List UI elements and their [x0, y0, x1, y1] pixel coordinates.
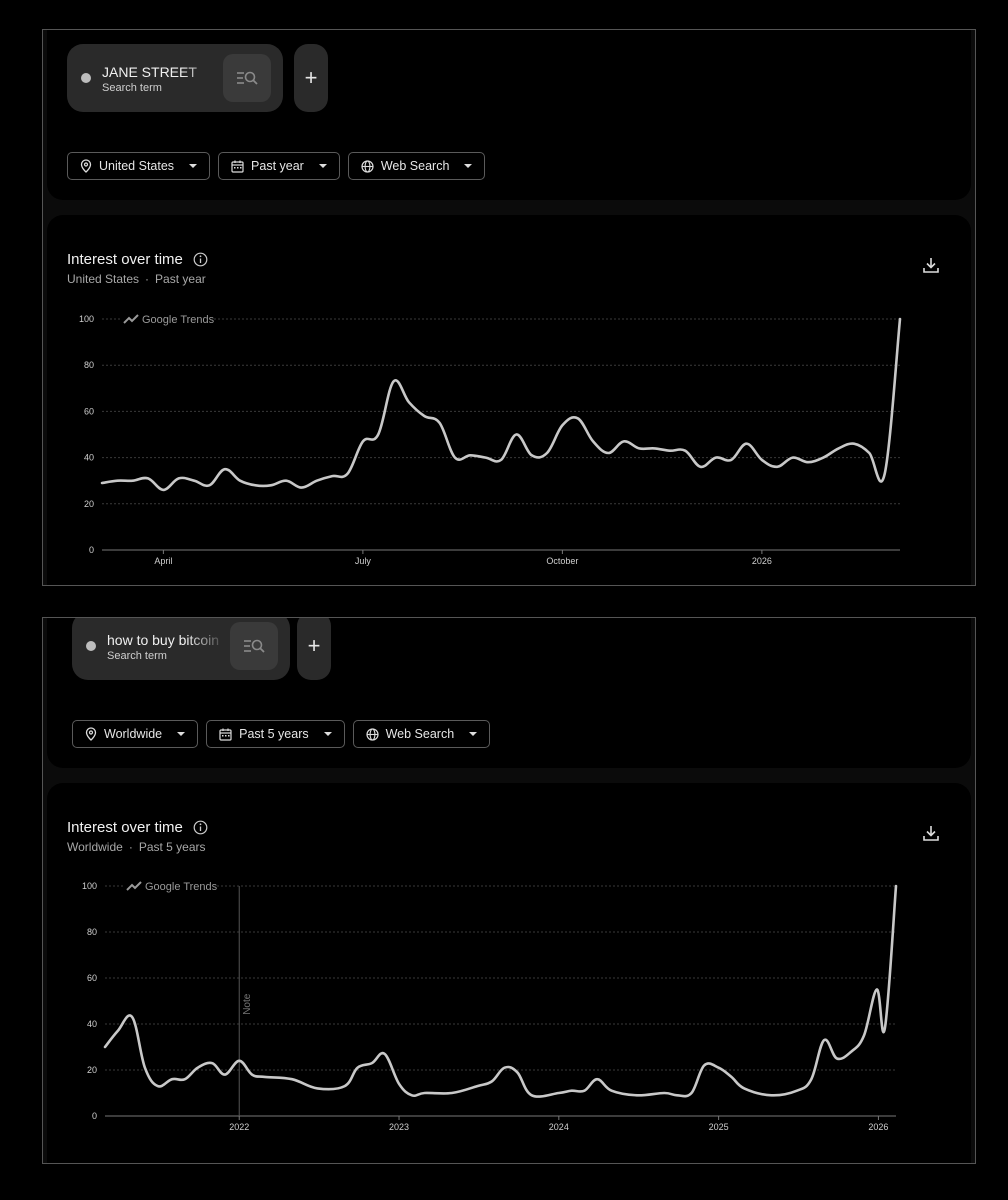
- download-icon[interactable]: [921, 255, 941, 275]
- search-term-chip[interactable]: how to buy bitcoin Search term: [72, 618, 290, 680]
- search-term-caption: Search term: [107, 650, 167, 662]
- x-tick-label: 2026: [868, 1122, 888, 1132]
- property-filter-label: Web Search: [385, 727, 455, 741]
- interest-over-time-card: Interest over time Worldwide · Past 5 year…: [47, 783, 971, 1163]
- x-tick-label: 2023: [389, 1122, 409, 1132]
- chart-subtitle-period: Past year: [155, 272, 206, 286]
- location-filter[interactable]: United States: [67, 152, 211, 180]
- chevron-down-icon: [323, 732, 332, 736]
- add-term-button[interactable]: +: [294, 44, 328, 112]
- filter-row: Worldwide Past 5 years: [72, 720, 491, 748]
- chart-title-text: Interest over time: [67, 251, 183, 268]
- term-search-icon[interactable]: [223, 54, 271, 102]
- location-pin-icon: [85, 727, 97, 741]
- filter-row: United States Past year: [67, 152, 486, 180]
- chart-subtitle-location: United States: [67, 272, 140, 286]
- y-tick-label: 40: [84, 453, 94, 463]
- trends-panel-1: JANE STREET Search term + United Stat: [42, 29, 976, 586]
- info-icon[interactable]: [193, 252, 208, 267]
- period-filter-label: Past year: [251, 159, 304, 173]
- calendar-icon: [219, 728, 232, 741]
- trends-logo-icon: [123, 314, 139, 324]
- calendar-icon: [231, 160, 244, 173]
- subtitle-separator: ·: [145, 272, 150, 286]
- y-tick-label: 20: [87, 1065, 97, 1075]
- brand-background: [120, 311, 214, 327]
- interest-series-line[interactable]: [100, 317, 902, 492]
- period-filter-label: Past 5 years: [239, 727, 309, 741]
- search-bar-card: JANE STREET Search term + United Stat: [47, 30, 971, 200]
- location-filter-label: United States: [99, 159, 175, 173]
- search-term-text[interactable]: JANE STREET: [102, 64, 222, 80]
- term-color-dot: [81, 73, 91, 83]
- note-label[interactable]: Note: [242, 993, 253, 1015]
- x-tick-label: October: [546, 556, 578, 566]
- y-tick-label: 20: [84, 499, 94, 509]
- x-tick-label: 2022: [229, 1122, 249, 1132]
- term-color-dot: [86, 641, 96, 651]
- chart-subtitle: United States · Past year: [67, 272, 206, 286]
- location-filter-label: Worldwide: [104, 727, 163, 741]
- search-term-chip[interactable]: JANE STREET Search term: [67, 44, 283, 112]
- property-filter[interactable]: Web Search: [347, 152, 486, 180]
- y-tick-label: 40: [87, 1019, 97, 1029]
- chart-subtitle: Worldwide · Past 5 years: [67, 840, 206, 854]
- subtitle-separator: ·: [128, 840, 133, 854]
- chart-subtitle-location: Worldwide: [67, 840, 123, 854]
- add-term-button[interactable]: +: [297, 618, 331, 680]
- x-tick-label: July: [355, 556, 372, 566]
- x-tick-label: 2026: [752, 556, 772, 566]
- property-filter-label: Web Search: [380, 159, 450, 173]
- location-filter[interactable]: Worldwide: [72, 720, 199, 748]
- chart-title: Interest over time: [67, 251, 208, 268]
- y-tick-label: 0: [92, 1111, 97, 1121]
- y-tick-label: 60: [84, 406, 94, 416]
- period-filter[interactable]: Past 5 years: [206, 720, 345, 748]
- globe-icon: [361, 159, 374, 173]
- search-term-caption: Search term: [102, 82, 162, 94]
- globe-icon: [366, 727, 379, 741]
- y-tick-label: 100: [79, 314, 94, 324]
- y-tick-label: 80: [87, 927, 97, 937]
- interest-chart: 0 20 40 60 80 100 Google Trends April July Octobe…: [79, 311, 902, 566]
- chevron-down-icon: [177, 732, 186, 736]
- interest-chart: 0 20 40 60 80 100 Note Google Trends 2022 2023 202…: [82, 878, 898, 1132]
- interest-series-line[interactable]: [103, 884, 898, 1098]
- brand-label: Google Trends: [142, 314, 215, 326]
- x-tick-label: 2024: [549, 1122, 569, 1132]
- trends-logo-icon: [126, 881, 142, 891]
- y-tick-label: 60: [87, 973, 97, 983]
- brand-background: [123, 878, 217, 894]
- y-tick-label: 100: [82, 881, 97, 891]
- brand-label: Google Trends: [145, 881, 218, 893]
- interest-over-time-card: Interest over time United States · Past ye…: [47, 215, 971, 585]
- info-icon[interactable]: [193, 820, 208, 835]
- term-search-icon[interactable]: [230, 622, 278, 670]
- chevron-down-icon: [189, 164, 198, 168]
- chart-title: Interest over time: [67, 819, 208, 836]
- chart-subtitle-period: Past 5 years: [138, 840, 206, 854]
- y-tick-label: 80: [84, 360, 94, 370]
- location-pin-icon: [80, 159, 92, 173]
- search-term-text[interactable]: how to buy bitcoin: [107, 632, 227, 648]
- chevron-down-icon: [464, 164, 473, 168]
- x-tick-label: April: [154, 556, 172, 566]
- chart-title-text: Interest over time: [67, 819, 183, 836]
- search-bar-card: how to buy bitcoin Search term + Worl: [47, 618, 971, 768]
- property-filter[interactable]: Web Search: [352, 720, 491, 748]
- download-icon[interactable]: [921, 823, 941, 843]
- y-tick-label: 0: [89, 545, 94, 555]
- chevron-down-icon: [469, 732, 478, 736]
- x-tick-label: 2025: [709, 1122, 729, 1132]
- chevron-down-icon: [318, 164, 327, 168]
- period-filter[interactable]: Past year: [218, 152, 340, 180]
- trends-panel-2: how to buy bitcoin Search term + Worl: [42, 617, 976, 1164]
